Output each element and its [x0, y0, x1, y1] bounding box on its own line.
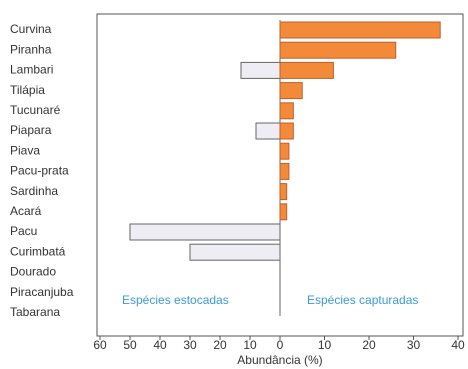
category-label: Pacu-prata	[10, 164, 69, 178]
bar	[189, 243, 281, 261]
x-tick-label: 10	[243, 338, 257, 352]
category-label: Dourado	[10, 265, 56, 279]
series-label: Espécies capturadas	[307, 293, 418, 307]
x-axis-title: Abundância (%)	[237, 353, 322, 367]
x-tick-label: 10	[318, 338, 332, 352]
bar	[279, 41, 397, 59]
category-label: Curvina	[10, 22, 52, 36]
category-label: Tilápia	[10, 83, 45, 97]
bar	[279, 122, 294, 140]
x-tick-label: 20	[213, 338, 227, 352]
category-label: Piapara	[10, 123, 52, 137]
bar	[279, 21, 441, 39]
category-label: Piava	[10, 143, 40, 157]
category-label: Acará	[10, 204, 42, 218]
bar	[279, 183, 288, 201]
x-tick-label: 30	[183, 338, 197, 352]
bar	[279, 142, 290, 160]
category-label: Piranha	[10, 42, 52, 56]
category-label: Pacu	[10, 224, 37, 238]
x-tick-label: 20	[362, 338, 376, 352]
category-label: Curimbatá	[10, 244, 66, 258]
x-tick-label: 0	[277, 338, 284, 352]
bar	[279, 102, 294, 120]
category-label: Piracanjuba	[10, 285, 74, 299]
bar	[240, 61, 281, 79]
category-label: Lambari	[10, 63, 53, 77]
x-tick-label: 50	[123, 338, 137, 352]
category-label: Tabarana	[10, 305, 60, 319]
bar	[279, 61, 334, 79]
category-label: Tucunaré	[10, 103, 61, 117]
bar	[129, 223, 281, 241]
series-label: Espécies estocadas	[122, 293, 229, 307]
x-tick-label: 40	[451, 338, 465, 352]
bar	[279, 203, 288, 221]
bar	[255, 122, 281, 140]
category-label: Sardinha	[10, 184, 58, 198]
bar	[279, 162, 290, 180]
bar	[279, 82, 303, 100]
x-tick-label: 60	[93, 338, 107, 352]
x-tick-label: 30	[407, 338, 421, 352]
x-tick-label: 40	[153, 338, 167, 352]
